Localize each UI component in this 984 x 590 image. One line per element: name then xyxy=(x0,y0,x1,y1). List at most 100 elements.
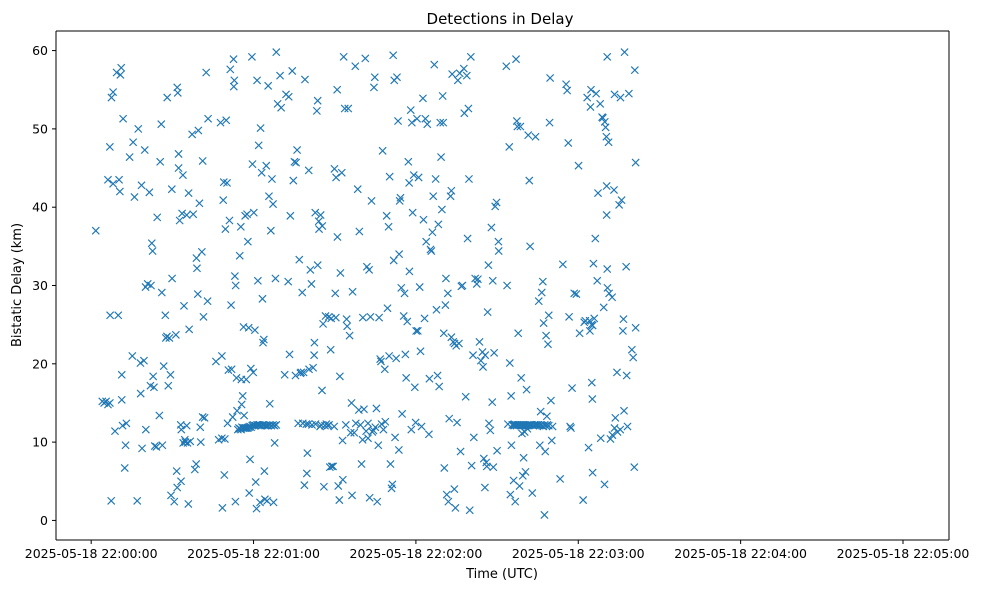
data-point xyxy=(505,142,514,151)
data-point xyxy=(335,372,344,381)
data-point xyxy=(419,215,428,224)
data-point xyxy=(262,161,271,170)
data-point xyxy=(471,274,480,283)
data-point xyxy=(503,281,512,290)
data-point xyxy=(105,398,114,407)
data-point xyxy=(422,237,431,246)
data-point xyxy=(435,382,444,391)
data-point xyxy=(394,117,403,126)
data-point xyxy=(264,81,273,90)
data-point xyxy=(369,83,378,92)
data-point xyxy=(400,289,409,298)
data-point xyxy=(319,482,328,491)
data-point xyxy=(165,333,174,342)
data-point xyxy=(260,467,269,476)
data-point xyxy=(600,480,609,489)
data-point xyxy=(305,365,314,374)
data-point xyxy=(507,391,516,400)
data-point xyxy=(114,311,123,320)
data-point xyxy=(542,412,551,421)
data-point xyxy=(385,172,394,181)
data-point xyxy=(575,329,584,338)
data-point xyxy=(227,301,236,310)
x-axis-label: Time (UTC) xyxy=(465,567,538,582)
data-point xyxy=(565,312,574,321)
data-point xyxy=(479,362,488,371)
data-point xyxy=(456,447,465,456)
data-point xyxy=(221,225,230,234)
data-point xyxy=(246,455,255,464)
y-tick-label: 10 xyxy=(32,435,48,450)
data-point xyxy=(545,118,554,127)
data-point xyxy=(365,493,374,502)
data-point xyxy=(619,315,628,324)
data-point xyxy=(394,445,403,454)
data-point xyxy=(312,106,321,115)
data-point xyxy=(420,314,429,323)
data-point xyxy=(558,260,567,269)
data-point xyxy=(272,420,281,429)
data-point xyxy=(253,76,262,85)
data-point xyxy=(402,373,411,382)
data-point xyxy=(548,422,557,431)
data-point xyxy=(376,355,385,364)
data-point xyxy=(606,434,615,443)
data-point xyxy=(429,192,438,201)
data-point xyxy=(534,297,543,306)
data-point xyxy=(173,88,182,97)
data-point xyxy=(585,326,594,335)
data-point xyxy=(225,216,234,225)
data-point xyxy=(469,433,478,442)
data-point xyxy=(588,468,597,477)
data-point xyxy=(146,281,155,290)
data-point xyxy=(119,114,128,123)
data-point xyxy=(379,425,388,434)
data-point xyxy=(216,118,225,127)
data-point xyxy=(615,200,624,209)
data-point xyxy=(425,374,434,383)
data-point xyxy=(240,411,249,420)
data-point xyxy=(413,326,422,335)
data-point xyxy=(285,350,294,359)
data-point xyxy=(523,424,532,433)
data-point xyxy=(376,357,386,366)
data-point xyxy=(447,186,456,195)
data-point xyxy=(198,413,207,422)
data-point xyxy=(336,268,345,277)
data-point xyxy=(395,250,404,259)
data-point xyxy=(372,404,381,413)
data-point xyxy=(167,185,176,194)
data-point xyxy=(189,210,198,219)
data-point xyxy=(163,93,172,102)
data-point xyxy=(177,477,186,486)
x-tick-label: 2025-05-18 22:05:00 xyxy=(837,546,970,561)
data-point xyxy=(385,351,394,360)
data-point xyxy=(235,251,244,260)
data-point xyxy=(375,313,384,322)
data-point xyxy=(601,123,610,132)
data-point xyxy=(546,396,555,405)
data-point xyxy=(630,463,639,472)
data-point xyxy=(338,475,347,484)
data-point xyxy=(461,392,470,401)
data-point xyxy=(513,122,522,131)
data-point xyxy=(466,52,475,61)
data-point xyxy=(624,89,633,98)
data-point xyxy=(116,70,125,79)
y-tick-label: 0 xyxy=(40,513,48,528)
data-point xyxy=(229,82,238,91)
data-point xyxy=(341,420,350,429)
data-point xyxy=(109,179,118,188)
data-point xyxy=(433,371,442,380)
data-point xyxy=(185,325,194,334)
data-point xyxy=(137,181,146,190)
data-point xyxy=(339,52,348,61)
data-point xyxy=(450,485,459,494)
data-point xyxy=(612,368,621,377)
data-point xyxy=(505,359,514,368)
data-point xyxy=(120,463,129,472)
data-point xyxy=(152,442,161,451)
data-point xyxy=(157,120,166,129)
data-point xyxy=(631,158,640,167)
data-point xyxy=(572,290,581,299)
